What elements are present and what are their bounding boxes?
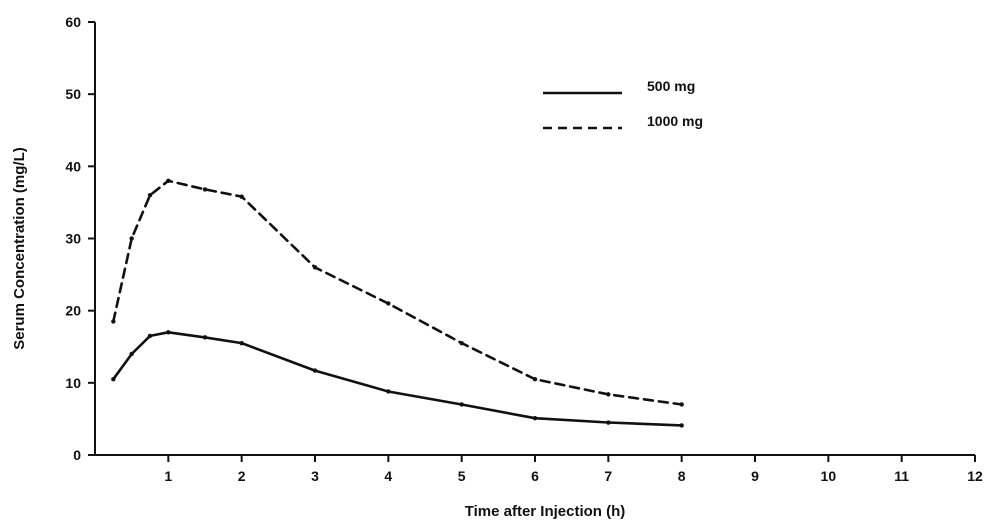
data-point: [459, 340, 464, 346]
data-point: [202, 187, 208, 192]
series-line-500-mg: [112, 330, 684, 427]
x-tick-label: 8: [678, 468, 686, 484]
y-tick-label: 10: [65, 375, 81, 391]
x-tick-label: 10: [821, 468, 837, 484]
series-line-1000-mg: [112, 179, 684, 406]
data-point: [111, 319, 116, 324]
data-point: [386, 301, 391, 306]
y-tick-label: 20: [65, 303, 81, 319]
data-point: [166, 178, 171, 183]
data-point: [386, 389, 391, 394]
data-point: [166, 330, 171, 335]
data-point: [147, 333, 153, 339]
x-axis-title: Time after Injection (h): [465, 503, 626, 520]
series-lines: [111, 178, 684, 428]
data-point: [239, 194, 244, 199]
data-point: [532, 377, 538, 382]
y-tick-label: 0: [73, 447, 81, 463]
y-tick-label: 60: [65, 14, 81, 30]
x-tick-label: 2: [238, 468, 246, 484]
data-point: [459, 402, 464, 407]
x-tick-label: 5: [458, 468, 466, 484]
x-tick-label: 4: [384, 468, 392, 484]
x-tick-label: 9: [751, 468, 759, 484]
legend: 500 mg 1000 mg: [543, 78, 703, 130]
x-tick-label: 1: [164, 468, 172, 484]
data-point: [312, 265, 318, 270]
data-point: [532, 415, 538, 421]
x-tick-label: 3: [311, 468, 319, 484]
data-point: [129, 351, 134, 357]
data-point: [312, 368, 318, 373]
x-tick-label: 12: [967, 468, 983, 484]
data-point: [239, 340, 244, 346]
data-point: [147, 193, 153, 198]
data-point: [606, 420, 611, 425]
y-tick-label: 30: [65, 231, 81, 247]
y-tick-label: 40: [65, 158, 81, 174]
data-point: [202, 335, 208, 340]
data-point: [679, 423, 684, 428]
y-tick-label: 50: [65, 86, 81, 102]
data-point: [679, 402, 684, 407]
y-axis-title: Serum Concentration (mg/L): [11, 147, 28, 350]
data-point: [111, 377, 116, 382]
x-tick-label: 7: [604, 468, 612, 484]
x-tick-label: 6: [531, 468, 539, 484]
x-tick-label: 11: [894, 468, 909, 484]
legend-label: 500 mg: [647, 78, 695, 94]
data-point: [129, 236, 134, 241]
axes: [94, 22, 975, 456]
data-point: [606, 392, 611, 397]
legend-label: 1000 mg: [647, 113, 703, 129]
